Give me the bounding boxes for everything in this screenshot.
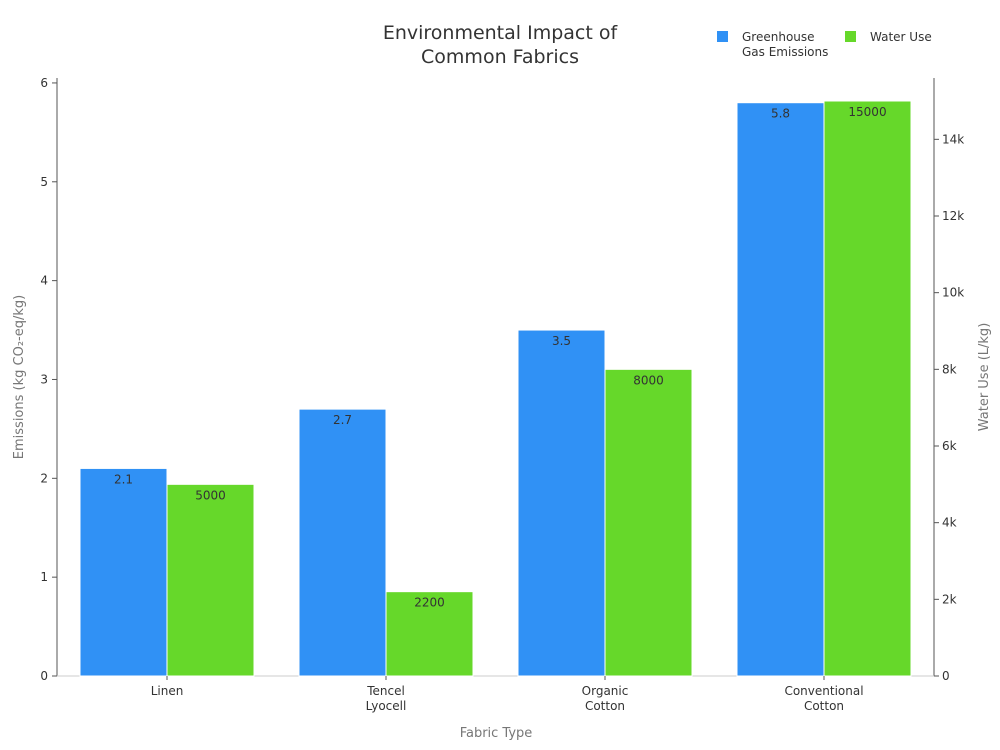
chart-title: Environmental Impact of Common Fabrics — [383, 22, 619, 68]
legend-swatch — [717, 31, 728, 42]
right-y-tick-label: 0 — [942, 669, 950, 683]
text-line: Common Fabrics — [421, 46, 579, 68]
right-y-tick-label: 10k — [942, 286, 964, 300]
left-y-tick-label: 3 — [40, 372, 48, 386]
right-y-tick-label: 2k — [942, 592, 957, 606]
left-y-tick-label: 6 — [40, 76, 48, 90]
right-y-tick-label: 4k — [942, 516, 957, 530]
right-y-tick-label: 6k — [942, 439, 957, 453]
left-y-tick-label: 5 — [40, 175, 48, 189]
bar-water-use — [385, 591, 474, 677]
text-line: Lyocell — [366, 699, 407, 713]
bar-value-label: 2.7 — [333, 413, 352, 427]
right-y-tick-label: 8k — [942, 362, 957, 376]
left-y-tick-label: 4 — [40, 274, 48, 288]
x-axis-label: Fabric Type — [460, 726, 533, 741]
bar-value-label: 8000 — [633, 373, 664, 387]
bar-emissions — [736, 102, 825, 677]
text-line: Cotton — [585, 699, 625, 713]
right-y-tick-label: 14k — [942, 132, 964, 146]
x-tick-label: Conventional Cotton — [784, 684, 863, 713]
bar-emissions — [79, 467, 168, 677]
text-line: Organic — [582, 684, 629, 698]
legend-swatch — [845, 31, 856, 42]
bar-value-label: 2200 — [414, 596, 445, 610]
text-line: Conventional — [784, 684, 863, 698]
right-y-tick-label: 12k — [942, 209, 964, 223]
legend-label: Greenhouse Gas Emissions — [742, 30, 828, 59]
bar-value-label: 2.1 — [114, 472, 133, 486]
left-y-tick-label: 1 — [40, 570, 48, 584]
bar-value-label: 3.5 — [552, 334, 571, 348]
text-line: Gas Emissions — [742, 45, 828, 59]
text-line: Cotton — [804, 699, 844, 713]
text-line: Water Use — [870, 30, 932, 44]
x-tick-label: Organic Cotton — [582, 684, 629, 713]
bar-water-use — [823, 100, 912, 677]
bar-emissions — [517, 329, 606, 677]
bar-water-use — [166, 483, 255, 677]
bar-value-label: 15000 — [848, 105, 886, 119]
legend-label: Water Use — [870, 30, 932, 44]
bar-emissions — [298, 408, 387, 677]
text-line: Linen — [151, 684, 184, 698]
bar-value-label: 5000 — [195, 488, 226, 502]
text-line: Environmental Impact of — [383, 22, 619, 44]
left-y-axis-label: Emissions (kg CO₂-eq/kg) — [12, 295, 27, 459]
bar-value-label: 5.8 — [771, 107, 790, 121]
text-line: Greenhouse — [742, 30, 815, 44]
bar-water-use — [604, 368, 693, 677]
right-y-axis-label: Water Use (L/kg) — [977, 323, 992, 432]
left-y-tick-label: 0 — [40, 669, 48, 683]
x-tick-label: Linen — [151, 684, 184, 698]
text-line: Tencel — [366, 684, 405, 698]
left-y-tick-label: 2 — [40, 471, 48, 485]
x-tick-label: Tencel Lyocell — [366, 684, 407, 713]
